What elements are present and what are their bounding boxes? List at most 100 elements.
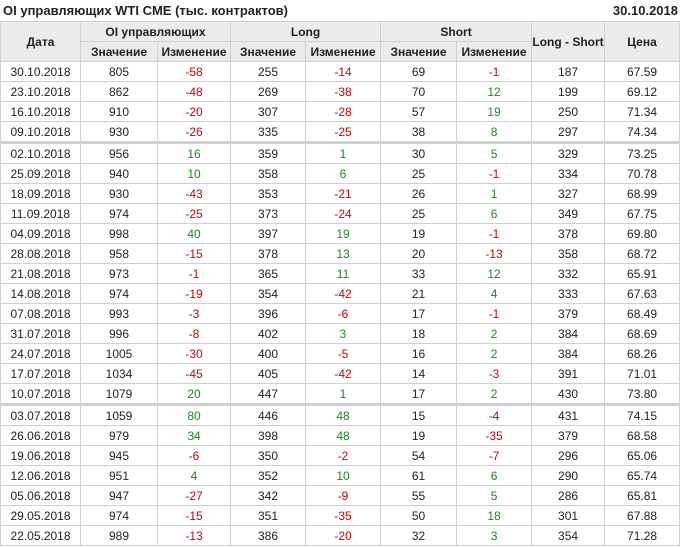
table-row: 25.09.2018 940 10 358 6 25 -1 334 70.78 <box>0 163 680 184</box>
header-short-change: Изменение <box>456 41 533 62</box>
cell-date: 07.08.2018 <box>0 303 81 324</box>
header-long: Long <box>230 21 382 42</box>
cell-long-short: 379 <box>531 303 606 324</box>
cell-price: 68.69 <box>604 323 680 344</box>
cell-date: 22.05.2018 <box>0 525 81 546</box>
table-row: 16.10.2018 910 -20 307 -28 57 19 250 71.34 <box>0 101 680 122</box>
cell-oi-change: 34 <box>156 425 232 446</box>
cell-long-value: 405 <box>230 363 307 384</box>
cell-price: 71.01 <box>604 363 680 384</box>
table-row: 03.07.2018 1059 80 446 48 15 -4 431 74.15 <box>0 403 680 426</box>
cell-long-change: -9 <box>305 485 382 506</box>
cell-short-value: 54 <box>380 445 458 466</box>
cell-short-change: 2 <box>456 323 533 344</box>
header-short: Short <box>380 21 533 42</box>
cell-long-value: 400 <box>230 343 307 364</box>
cell-long-change: -2 <box>305 445 382 466</box>
cell-date: 14.08.2018 <box>0 283 81 304</box>
cell-short-change: -1 <box>456 303 533 324</box>
table-row: 19.06.2018 945 -6 350 -2 54 -7 296 65.06 <box>0 445 680 466</box>
cell-long-value: 354 <box>230 283 307 304</box>
cell-short-change: -13 <box>456 243 533 264</box>
cell-oi-value: 989 <box>80 525 158 546</box>
cell-price: 71.28 <box>604 525 680 546</box>
cell-long-short: 329 <box>531 141 606 164</box>
cell-date: 30.10.2018 <box>0 61 81 82</box>
cell-oi-value: 996 <box>80 323 158 344</box>
cell-long-short: 250 <box>531 101 606 122</box>
cell-long-short: 327 <box>531 183 606 204</box>
cell-date: 24.07.2018 <box>0 343 81 364</box>
cell-long-short: 349 <box>531 203 606 224</box>
cell-long-change: -20 <box>305 525 382 546</box>
cell-oi-change: -26 <box>156 121 232 143</box>
cell-long-change: 11 <box>305 263 382 284</box>
cell-date: 03.07.2018 <box>0 403 81 426</box>
header-long-change: Изменение <box>305 41 382 62</box>
cell-date: 17.07.2018 <box>0 363 81 384</box>
cell-long-change: -24 <box>305 203 382 224</box>
table-row: 14.08.2018 974 -19 354 -42 21 4 333 67.63 <box>0 283 680 304</box>
header-oi: OI управляющих <box>79 21 232 42</box>
cell-short-value: 70 <box>380 81 458 102</box>
cell-short-change: 4 <box>456 283 533 304</box>
cell-short-change: 8 <box>456 121 533 143</box>
cell-long-value: 397 <box>230 223 307 244</box>
cell-long-value: 307 <box>230 101 307 122</box>
cell-oi-change: -45 <box>156 363 232 384</box>
cell-price: 67.75 <box>604 203 680 224</box>
cell-short-value: 16 <box>380 343 458 364</box>
header-long-short: Long - Short <box>531 21 606 62</box>
cell-oi-value: 973 <box>80 263 158 284</box>
cell-date: 19.06.2018 <box>0 445 81 466</box>
cell-oi-change: 4 <box>156 465 232 486</box>
cell-short-value: 38 <box>380 121 458 143</box>
cell-short-value: 21 <box>380 283 458 304</box>
cell-date: 25.09.2018 <box>0 163 81 184</box>
cell-long-short: 358 <box>531 243 606 264</box>
cell-oi-value: 930 <box>80 183 158 204</box>
table-row: 21.08.2018 973 -1 365 11 33 12 332 65.91 <box>0 263 680 284</box>
cell-long-value: 446 <box>230 403 307 426</box>
table-row: 24.07.2018 1005 -30 400 -5 16 2 384 68.26 <box>0 343 680 364</box>
cell-short-change: -35 <box>456 425 533 446</box>
table-row: 23.10.2018 862 -48 269 -38 70 12 199 69.12 <box>0 81 680 102</box>
cell-oi-value: 998 <box>80 223 158 244</box>
cell-date: 21.08.2018 <box>0 263 81 284</box>
cell-price: 73.25 <box>604 141 680 164</box>
header-oi-change: Изменение <box>156 41 232 62</box>
cell-long-value: 365 <box>230 263 307 284</box>
cell-long-change: 13 <box>305 243 382 264</box>
cell-long-short: 378 <box>531 223 606 244</box>
cell-oi-change: -6 <box>156 445 232 466</box>
cot-table: Дата OI управляющих Long Short Long - Sh… <box>0 21 680 546</box>
cell-long-change: -6 <box>305 303 382 324</box>
cell-short-value: 33 <box>380 263 458 284</box>
cell-oi-value: 956 <box>80 141 158 164</box>
cell-long-value: 359 <box>230 141 307 164</box>
cell-short-change: 12 <box>456 263 533 284</box>
cell-long-change: -35 <box>305 505 382 526</box>
cell-long-value: 447 <box>230 383 307 405</box>
cell-price: 70.78 <box>604 163 680 184</box>
cell-oi-value: 1034 <box>80 363 158 384</box>
header-short-value: Значение <box>380 41 458 62</box>
cell-oi-change: -3 <box>156 303 232 324</box>
table-row: 05.06.2018 947 -27 342 -9 55 5 286 65.81 <box>0 485 680 506</box>
cell-date: 31.07.2018 <box>0 323 81 344</box>
cell-date: 16.10.2018 <box>0 101 81 122</box>
cell-oi-value: 862 <box>80 81 158 102</box>
cell-long-value: 386 <box>230 525 307 546</box>
cell-date: 09.10.2018 <box>0 121 81 143</box>
cell-long-change: 3 <box>305 323 382 344</box>
cell-long-short: 384 <box>531 323 606 344</box>
cell-short-change: 19 <box>456 101 533 122</box>
cell-long-change: 6 <box>305 163 382 184</box>
cell-short-value: 55 <box>380 485 458 506</box>
cell-date: 12.06.2018 <box>0 465 81 486</box>
cell-long-change: -25 <box>305 121 382 143</box>
table-row: 17.07.2018 1034 -45 405 -42 14 -3 391 71.01 <box>0 363 680 384</box>
cell-short-value: 25 <box>380 163 458 184</box>
cell-short-value: 30 <box>380 141 458 164</box>
cell-oi-value: 1005 <box>80 343 158 364</box>
